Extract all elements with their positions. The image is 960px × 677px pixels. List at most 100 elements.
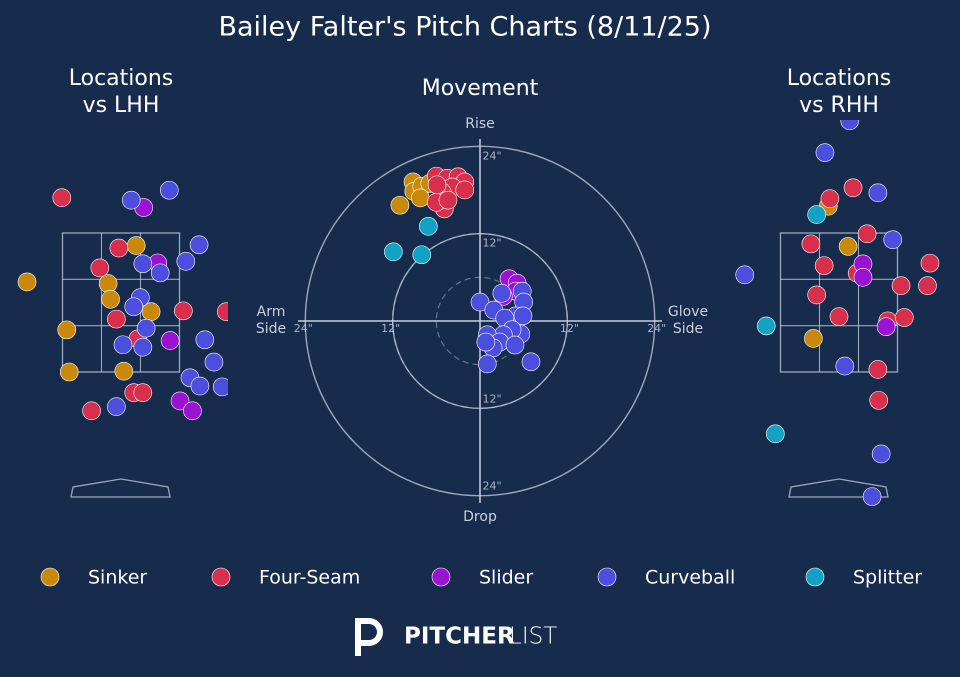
pitch-point bbox=[411, 188, 430, 208]
annotation: Glove bbox=[668, 304, 708, 320]
logo-light: LIST bbox=[509, 624, 557, 650]
pitch-point bbox=[427, 175, 447, 195]
pitch-point bbox=[90, 258, 110, 278]
pitch-point bbox=[521, 352, 541, 372]
panel-title: vs RHH bbox=[799, 93, 879, 118]
pitch-point bbox=[212, 377, 228, 397]
home-plate bbox=[70, 478, 171, 498]
pitch-point bbox=[82, 401, 101, 421]
pitch-point bbox=[492, 284, 512, 303]
y-tick-label: 12" bbox=[482, 392, 501, 405]
pitch-point bbox=[17, 272, 37, 292]
pitch-point bbox=[807, 285, 826, 305]
pitch-point bbox=[195, 330, 215, 350]
x-tick-label: 12" bbox=[560, 322, 579, 335]
pitch-point bbox=[843, 178, 863, 198]
pitch-point bbox=[52, 188, 72, 207]
panel-title: Locations bbox=[69, 66, 174, 91]
pitch-point bbox=[838, 237, 858, 256]
pitch-point bbox=[438, 190, 458, 210]
pitch-point bbox=[814, 256, 834, 275]
legend-marker bbox=[211, 567, 231, 587]
pitch-point bbox=[868, 360, 888, 379]
pitch-point bbox=[920, 253, 940, 273]
legend-marker bbox=[431, 567, 451, 587]
pitch-point bbox=[159, 180, 179, 200]
pitch-point bbox=[862, 487, 882, 506]
pitch-point bbox=[174, 301, 193, 321]
pitch-point bbox=[170, 391, 190, 411]
annotation: Rise bbox=[465, 116, 495, 132]
pitch-point bbox=[918, 276, 937, 296]
pitch-point bbox=[455, 180, 475, 200]
pitch-point bbox=[470, 292, 490, 312]
pitch-point bbox=[109, 238, 129, 258]
legend-label: Splitter bbox=[853, 567, 922, 589]
pitch-point bbox=[876, 317, 896, 337]
pitch-point bbox=[513, 306, 533, 326]
pitch-point bbox=[183, 401, 202, 421]
y-tick-label: 12" bbox=[482, 237, 501, 250]
pitch-point bbox=[868, 183, 888, 203]
pitch-point bbox=[815, 143, 835, 162]
panel-title: Locations bbox=[787, 66, 892, 91]
pitch-point bbox=[204, 352, 224, 372]
pitch-point bbox=[136, 318, 156, 338]
pitch-point bbox=[895, 308, 914, 327]
panel-title: vs LHH bbox=[83, 93, 160, 118]
pitch-point bbox=[126, 236, 146, 255]
pitch-point bbox=[113, 335, 133, 355]
pitch-point bbox=[98, 274, 118, 293]
legend-label: Slider bbox=[479, 567, 533, 589]
panel-title: Movement bbox=[422, 76, 539, 101]
pitch-point bbox=[390, 195, 410, 215]
location-panel bbox=[735, 120, 940, 506]
pitch-point bbox=[477, 354, 497, 374]
pitch-point bbox=[766, 424, 785, 444]
pitch-point bbox=[829, 307, 849, 326]
pitch-point bbox=[133, 254, 153, 274]
pitch-point bbox=[801, 234, 821, 254]
pitch-point bbox=[820, 189, 840, 208]
legend-marker bbox=[597, 567, 617, 587]
pitch-point bbox=[804, 329, 823, 348]
pitch-point bbox=[133, 337, 153, 357]
pitch-point bbox=[853, 268, 873, 287]
pitch-point bbox=[101, 290, 120, 309]
pitch-point bbox=[107, 309, 126, 329]
y-tick-label: 24" bbox=[482, 149, 501, 162]
pitch-point bbox=[124, 297, 144, 317]
pitch-point bbox=[189, 235, 209, 255]
pitch-point bbox=[891, 276, 911, 296]
pitch-point bbox=[160, 331, 180, 350]
legend-marker bbox=[805, 567, 825, 587]
legend-label: Four-Seam bbox=[259, 567, 360, 589]
legend-label: Sinker bbox=[88, 567, 147, 589]
pitch-point bbox=[107, 397, 126, 416]
pitch-point bbox=[476, 332, 496, 352]
pitch-point bbox=[114, 361, 134, 381]
pitch-point bbox=[840, 120, 860, 131]
pitch-point bbox=[150, 263, 170, 283]
pitch-point bbox=[869, 391, 888, 410]
pitch-point bbox=[871, 444, 891, 464]
x-tick-label: 24" bbox=[294, 322, 313, 335]
pitch-point bbox=[190, 376, 210, 396]
x-tick-label: 24" bbox=[647, 322, 666, 335]
pitch-point bbox=[419, 217, 438, 236]
pitch-point bbox=[756, 316, 776, 336]
logo-bold: PITCHER bbox=[404, 624, 515, 650]
pitch-point bbox=[505, 335, 525, 355]
annotation: Side bbox=[256, 321, 286, 337]
pitch-point bbox=[735, 265, 755, 285]
pitch-point bbox=[807, 205, 826, 224]
logo-icon bbox=[355, 618, 383, 656]
chart-title: Bailey Falter's Pitch Charts (8/11/25) bbox=[218, 12, 711, 43]
location-panel bbox=[17, 180, 228, 498]
annotation: Side bbox=[673, 321, 703, 337]
pitch-point bbox=[883, 230, 903, 249]
y-tick-label: 24" bbox=[482, 480, 501, 493]
pitch-point bbox=[384, 242, 403, 262]
annotation: Drop bbox=[463, 509, 497, 525]
